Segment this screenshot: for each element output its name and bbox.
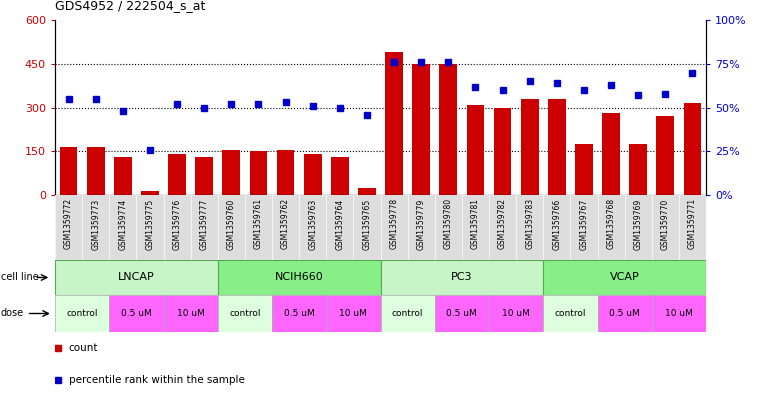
- Bar: [87, 147, 104, 195]
- Bar: [218, 260, 380, 295]
- Text: control: control: [555, 309, 586, 318]
- Bar: [60, 147, 78, 195]
- Text: GDS4952 / 222504_s_at: GDS4952 / 222504_s_at: [55, 0, 205, 12]
- Bar: [521, 99, 539, 195]
- Text: 0.5 uM: 0.5 uM: [121, 309, 151, 318]
- Bar: [412, 64, 430, 195]
- Text: percentile rank within the sample: percentile rank within the sample: [68, 375, 244, 385]
- Text: GSM1359765: GSM1359765: [362, 198, 371, 250]
- Text: GSM1359776: GSM1359776: [173, 198, 182, 250]
- Bar: [548, 99, 565, 195]
- Bar: [543, 295, 597, 332]
- Text: dose: dose: [1, 309, 24, 318]
- Text: LNCAP: LNCAP: [118, 272, 154, 283]
- Text: 0.5 uM: 0.5 uM: [284, 309, 314, 318]
- Bar: [657, 116, 674, 195]
- Text: GSM1359770: GSM1359770: [661, 198, 670, 250]
- Text: NCIH660: NCIH660: [275, 272, 323, 283]
- Bar: [141, 191, 159, 195]
- Bar: [385, 52, 403, 195]
- Bar: [466, 105, 484, 195]
- Text: GSM1359762: GSM1359762: [281, 198, 290, 250]
- Bar: [358, 188, 376, 195]
- Text: 10 uM: 10 uM: [177, 309, 205, 318]
- Bar: [440, 64, 457, 195]
- Text: GSM1359764: GSM1359764: [336, 198, 344, 250]
- Bar: [196, 157, 213, 195]
- Bar: [164, 295, 218, 332]
- Bar: [602, 113, 620, 195]
- Text: GSM1359760: GSM1359760: [227, 198, 236, 250]
- Text: GSM1359781: GSM1359781: [471, 198, 480, 249]
- Text: GSM1359771: GSM1359771: [688, 198, 697, 250]
- Text: GSM1359773: GSM1359773: [91, 198, 100, 250]
- Text: GSM1359775: GSM1359775: [145, 198, 154, 250]
- Bar: [55, 295, 110, 332]
- Text: 10 uM: 10 uM: [339, 309, 368, 318]
- Bar: [114, 157, 132, 195]
- Bar: [55, 260, 218, 295]
- Text: GSM1359779: GSM1359779: [417, 198, 425, 250]
- Text: GSM1359763: GSM1359763: [308, 198, 317, 250]
- Text: GSM1359777: GSM1359777: [199, 198, 209, 250]
- Bar: [110, 295, 164, 332]
- Text: GSM1359772: GSM1359772: [64, 198, 73, 250]
- Text: GSM1359769: GSM1359769: [634, 198, 643, 250]
- Text: GSM1359774: GSM1359774: [118, 198, 127, 250]
- Bar: [168, 154, 186, 195]
- Bar: [435, 295, 489, 332]
- Bar: [683, 103, 701, 195]
- Bar: [250, 151, 267, 195]
- Bar: [651, 295, 706, 332]
- Bar: [380, 295, 435, 332]
- Bar: [597, 295, 651, 332]
- Text: GSM1359783: GSM1359783: [525, 198, 534, 250]
- Text: 0.5 uM: 0.5 uM: [447, 309, 477, 318]
- Bar: [543, 260, 706, 295]
- Bar: [218, 295, 272, 332]
- Bar: [277, 150, 295, 195]
- Bar: [331, 157, 349, 195]
- Bar: [380, 260, 543, 295]
- Text: GSM1359780: GSM1359780: [444, 198, 453, 250]
- Bar: [575, 144, 593, 195]
- Text: GSM1359761: GSM1359761: [254, 198, 263, 250]
- Bar: [494, 108, 511, 195]
- Text: GSM1359766: GSM1359766: [552, 198, 562, 250]
- Text: GSM1359778: GSM1359778: [390, 198, 399, 250]
- Text: 0.5 uM: 0.5 uM: [610, 309, 640, 318]
- Text: count: count: [68, 343, 98, 353]
- Text: GSM1359767: GSM1359767: [579, 198, 588, 250]
- Text: GSM1359768: GSM1359768: [607, 198, 616, 250]
- Text: control: control: [229, 309, 260, 318]
- Bar: [629, 144, 647, 195]
- Bar: [326, 295, 380, 332]
- Bar: [222, 150, 240, 195]
- Bar: [489, 295, 543, 332]
- Bar: [304, 154, 321, 195]
- Text: PC3: PC3: [451, 272, 473, 283]
- Bar: [272, 295, 326, 332]
- Text: 10 uM: 10 uM: [665, 309, 693, 318]
- Text: 10 uM: 10 uM: [502, 309, 530, 318]
- Text: cell line: cell line: [1, 272, 39, 283]
- Text: control: control: [66, 309, 98, 318]
- Text: control: control: [392, 309, 423, 318]
- Text: GSM1359782: GSM1359782: [498, 198, 507, 249]
- Text: VCAP: VCAP: [610, 272, 639, 283]
